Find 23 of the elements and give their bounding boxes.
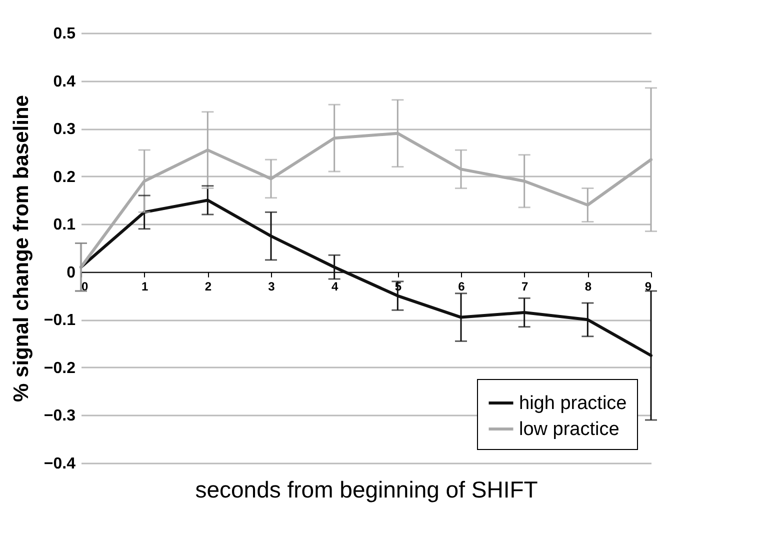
- x-tick-label: 0: [82, 279, 88, 294]
- x-tick-label: 4: [331, 279, 338, 294]
- x-tick-label: 7: [521, 279, 528, 294]
- y-tick-label: −0.3: [44, 408, 76, 425]
- y-tick-label: −0.2: [44, 360, 76, 377]
- y-tick-label: 0: [66, 264, 76, 282]
- y-tick-label: 0.4: [53, 73, 76, 90]
- x-tick-label: 2: [204, 279, 212, 294]
- x-axis-title: seconds from beginning of SHIFT: [195, 476, 538, 502]
- x-tick-label: 1: [141, 279, 148, 294]
- x-tick-label: 3: [268, 279, 276, 294]
- x-tick-label: 6: [458, 279, 466, 294]
- y-tick-label: 0.3: [53, 121, 76, 138]
- y-axis-title: % signal change from baseline: [10, 95, 33, 402]
- y-tick-label: 0.1: [53, 216, 76, 234]
- y-tick-label: −0.1: [44, 312, 76, 330]
- legend-label: high practice: [519, 393, 627, 414]
- x-tick-label: 9: [644, 279, 652, 294]
- x-tick-label: 8: [584, 279, 592, 294]
- legend-label: low practice: [519, 419, 620, 440]
- y-tick-label: −0.4: [44, 456, 76, 472]
- y-tick-label: 0.2: [53, 168, 76, 186]
- y-tick-label: 0.5: [53, 26, 76, 42]
